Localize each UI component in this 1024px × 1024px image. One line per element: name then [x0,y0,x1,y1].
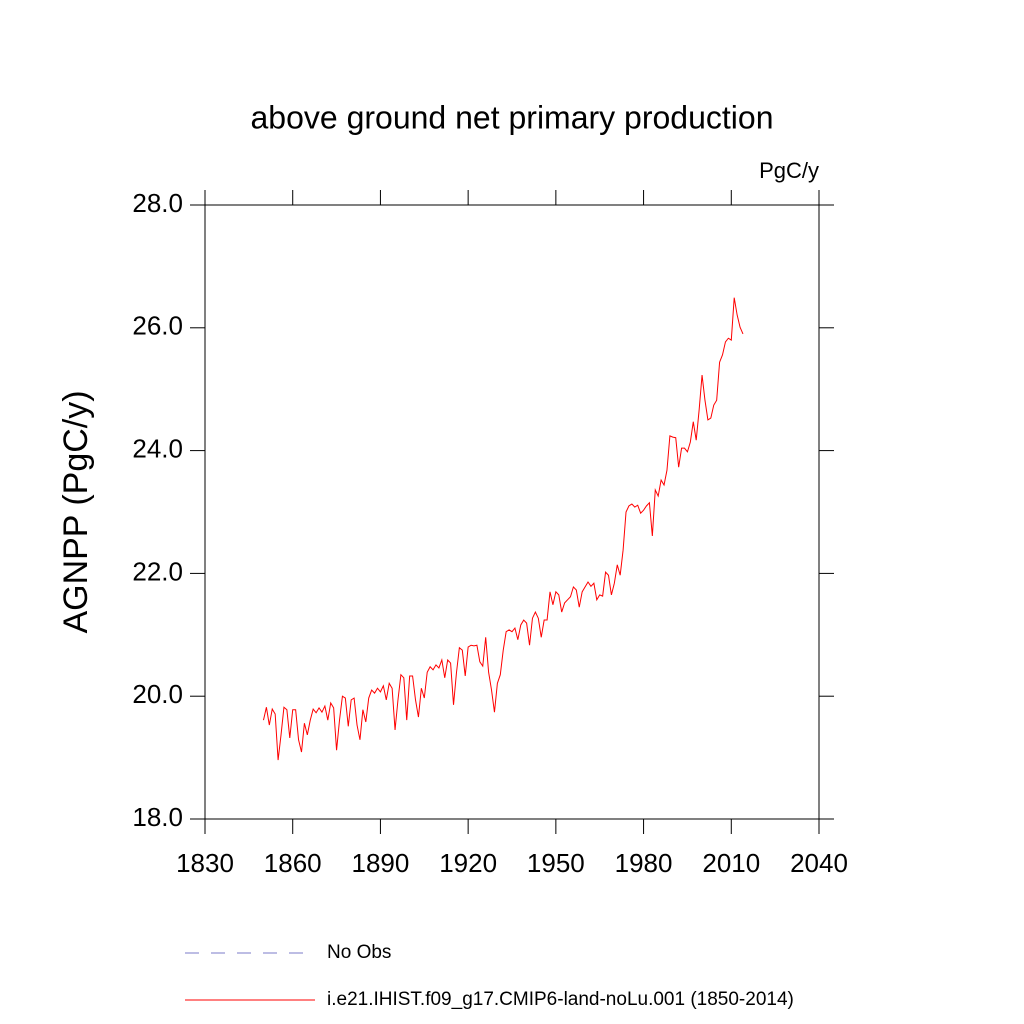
y-tick-label: 20.0 [132,679,183,709]
x-tick-label: 2040 [790,848,848,878]
y-axis-label: AGNPP (PgC/y) [57,390,95,633]
legend-label: No Obs [327,942,391,963]
x-tick-label: 1860 [264,848,322,878]
x-tick-label: 1830 [176,848,234,878]
chart-title: above ground net primary production [251,99,774,135]
y-tick-label: 18.0 [132,802,183,832]
data-line [262,297,744,761]
x-tick-label: 1890 [352,848,410,878]
y-tick-label: 28.0 [132,188,183,218]
y-tick-label: 24.0 [132,433,183,463]
y-tick-label: 22.0 [132,556,183,586]
legend-label: i.e21.IHIST.f09_g17.CMIP6-land-noLu.001 … [327,989,794,1010]
x-tick-label: 1980 [615,848,673,878]
x-tick-label: 1950 [527,848,585,878]
x-tick-label: 1920 [439,848,497,878]
x-tick-label: 2010 [702,848,760,878]
chart-subtitle: PgC/y [759,158,819,183]
y-tick-label: 26.0 [132,311,183,341]
plot-frame [204,204,820,820]
